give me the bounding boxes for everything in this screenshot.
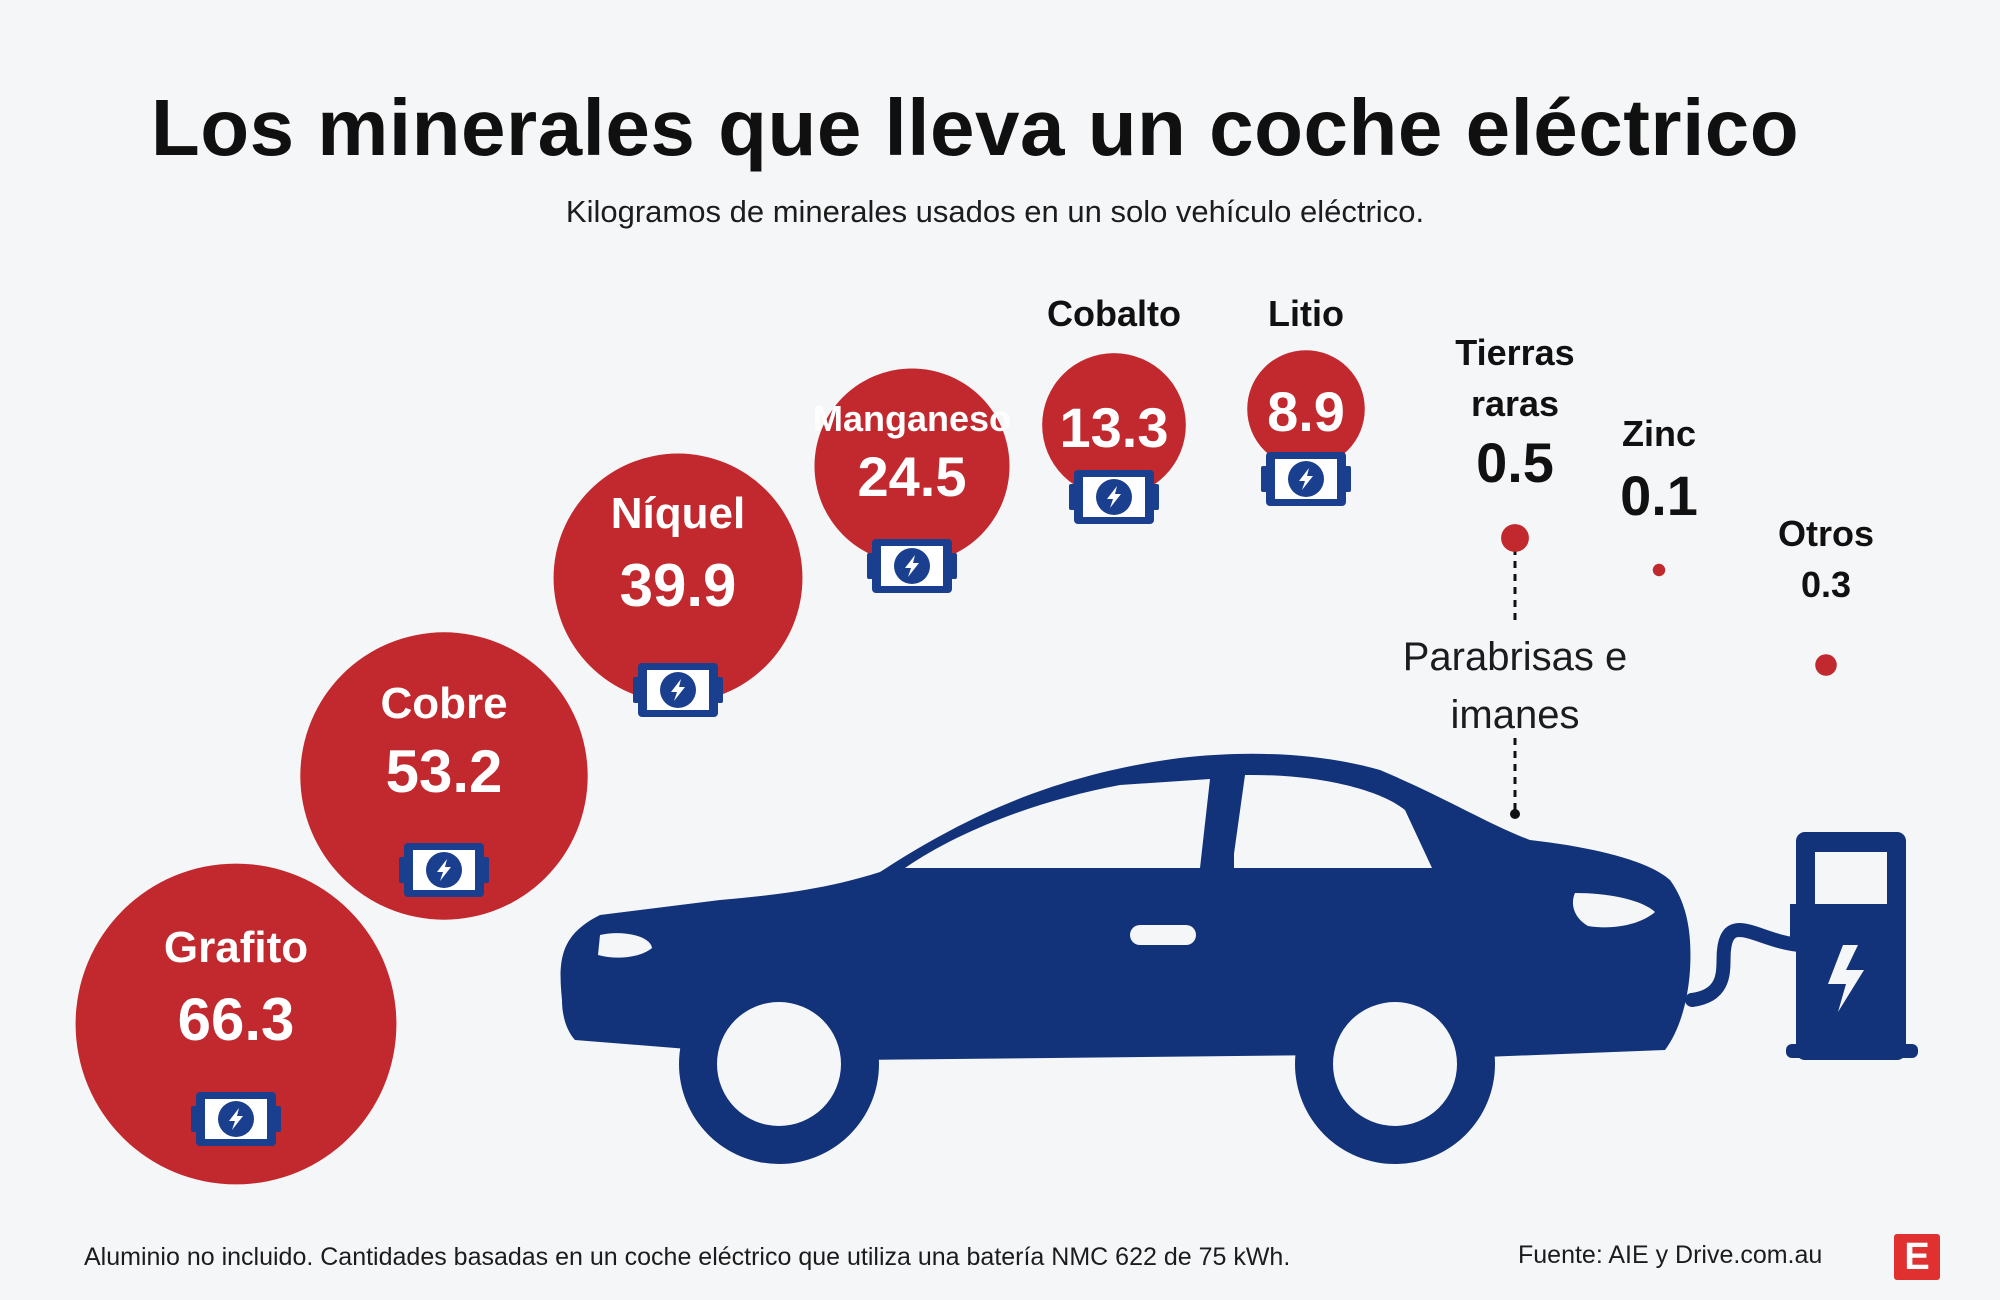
value-litio: 8.9 — [1267, 380, 1345, 443]
brand-logo: E — [1894, 1234, 1940, 1280]
value-otros: 0.3 — [1801, 564, 1851, 605]
footnote: Aluminio no incluido. Cantidades basadas… — [84, 1243, 1291, 1271]
bubble-tierras-raras — [1501, 524, 1529, 552]
source-credit: Fuente: AIE y Drive.com.au — [1518, 1241, 1823, 1269]
label-manganeso: Manganeso — [813, 398, 1011, 439]
bubble-grafito — [75, 863, 397, 1185]
car-icon — [560, 753, 1691, 1164]
label-litio: Litio — [1268, 293, 1344, 334]
label-zinc: Zinc — [1622, 413, 1696, 454]
label-otros: Otros — [1778, 513, 1874, 554]
bubble-manganeso — [814, 368, 1010, 564]
value-manganeso: 24.5 — [858, 445, 967, 508]
chart-title: Los minerales que lleva un coche eléctri… — [150, 83, 1800, 172]
bubble-niquel — [553, 453, 803, 703]
bubble-litio — [1247, 350, 1365, 468]
label-cobalto: Cobalto — [1047, 293, 1181, 334]
value-zinc: 0.1 — [1620, 464, 1698, 527]
annotation-line-1: Parabrisas e — [1402, 635, 1628, 679]
label-cobre: Cobre — [380, 679, 507, 728]
battery-icon-manganeso — [867, 539, 957, 593]
annotation-line-2: imanes — [1450, 693, 1580, 737]
value-cobre: 53.2 — [386, 738, 503, 805]
battery-icon-grafito — [191, 1092, 281, 1146]
annotation-rare-earths: Parabrisas e imanes — [1335, 628, 1695, 744]
bubble-cobalto — [1042, 353, 1186, 497]
value-niquel: 39.9 — [620, 552, 737, 619]
battery-icon-cobre — [399, 843, 489, 897]
battery-icon-cobalto — [1069, 470, 1159, 524]
battery-icon-litio — [1261, 452, 1351, 506]
charging-station-icon — [1685, 832, 1918, 1060]
annotation-leader-end-dot — [1510, 809, 1520, 819]
bubble-zinc — [1652, 563, 1666, 577]
bubble-cobre — [300, 632, 588, 920]
label-niquel: Níquel — [611, 489, 745, 538]
label-grafito: Grafito — [164, 923, 308, 972]
bubble-layer: Grafito 66.3 Cobre 53.2 Níquel 39.9 Manganeso 2… — [75, 293, 1874, 1185]
bubble-otros — [1815, 654, 1837, 676]
battery-icon-niquel — [633, 663, 723, 717]
chart-subtitle: Kilogramos de minerales usados en un sol… — [565, 194, 1425, 229]
label-tierras-raras-line-2: raras — [1471, 383, 1559, 424]
value-grafito: 66.3 — [178, 986, 295, 1053]
value-cobalto: 13.3 — [1060, 396, 1169, 459]
value-tierras-raras: 0.5 — [1476, 431, 1554, 494]
label-tierras-raras-line-1: Tierras — [1455, 332, 1574, 373]
